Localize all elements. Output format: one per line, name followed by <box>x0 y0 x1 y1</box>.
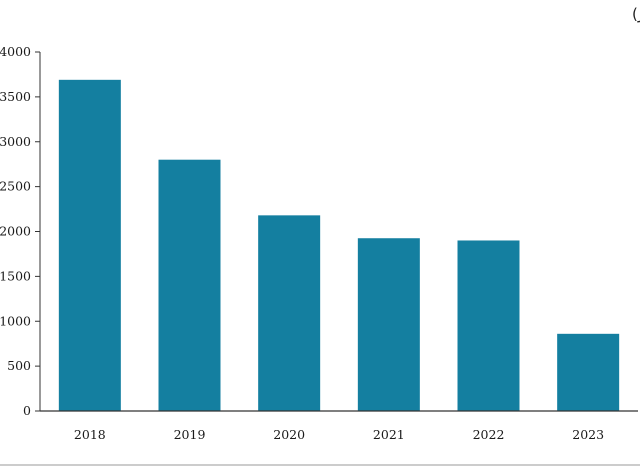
bar-2019 <box>158 159 221 411</box>
y-tick-label: 3500 <box>0 89 31 104</box>
y-tick-label: 4000 <box>0 44 31 59</box>
bar-2020 <box>258 215 321 411</box>
x-axis: 2018 2019 2020 2021 2022 2023 <box>74 427 604 442</box>
y-tick-label: 3000 <box>0 134 31 149</box>
x-tick-label: 2021 <box>373 427 405 442</box>
bar-2021 <box>357 238 420 411</box>
x-tick-label: 2018 <box>74 427 106 442</box>
y-tick-label: 500 <box>7 358 31 373</box>
bar-2018 <box>58 79 121 411</box>
y-tick-label: 0 <box>23 403 31 418</box>
x-tick-label: 2022 <box>473 427 505 442</box>
y-tick-label: 2000 <box>0 224 31 239</box>
chart-note: (ملاحظة: أرقام 2023 تغطي الفترة من يناير… <box>632 4 640 24</box>
bars <box>58 79 620 411</box>
bar-2022 <box>457 240 520 411</box>
x-tick-label: 2019 <box>174 427 206 442</box>
x-tick-label: 2020 <box>273 427 305 442</box>
x-tick-label: 2023 <box>572 427 604 442</box>
y-axis: 0 500 1000 1500 2000 2500 3000 3500 4000 <box>0 44 41 418</box>
y-tick-label: 1000 <box>0 313 31 328</box>
bar-2023 <box>557 333 620 411</box>
y-tick-label: 1500 <box>0 268 31 283</box>
y-tick-label: 2500 <box>0 179 31 194</box>
